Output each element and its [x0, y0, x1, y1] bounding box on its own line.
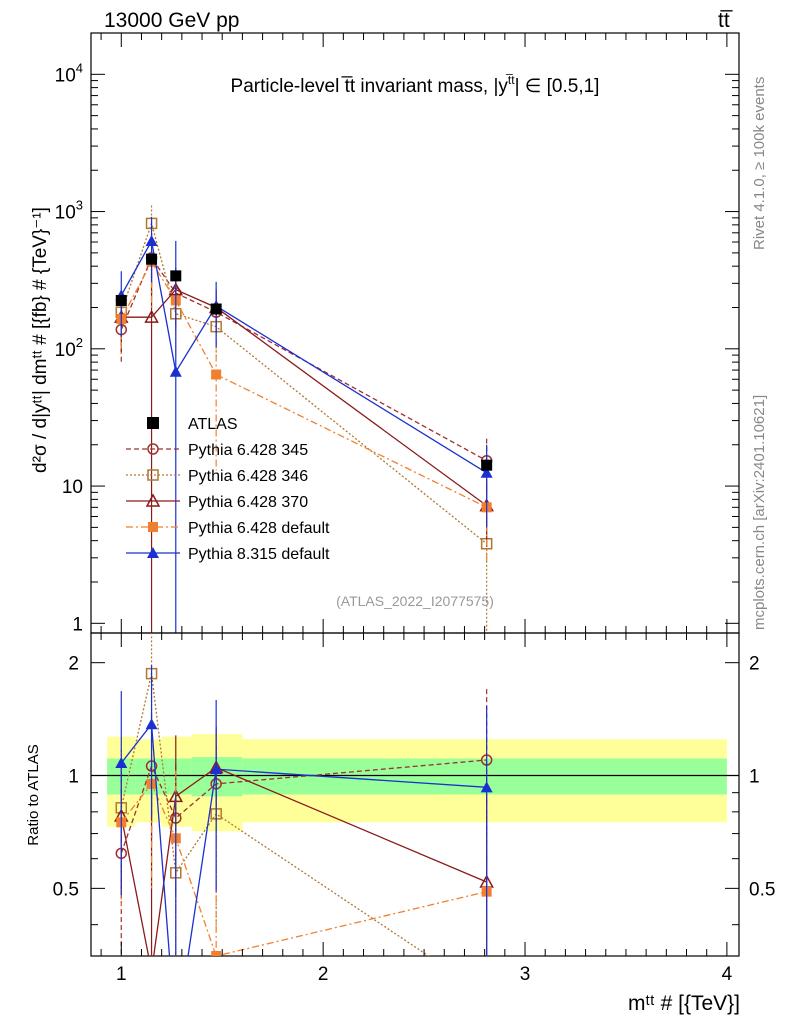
ratio-tick-label-left: 2 — [68, 654, 79, 675]
data-marker — [210, 303, 222, 315]
legend-item: ATLAS — [147, 416, 238, 433]
legend-label: Pythia 6.428 default — [188, 520, 330, 537]
x-tick-label: 4 — [722, 964, 733, 985]
x-axis-tick-labels: 1 2 3 4 — [116, 964, 733, 985]
data-marker — [146, 253, 158, 265]
side-rivet-label: Rivet 4.1.0, ≥ 100k events — [751, 77, 768, 250]
x-tick-label: 2 — [318, 964, 329, 985]
data-marker — [211, 369, 222, 380]
data-marker — [480, 466, 493, 478]
data-marker — [147, 417, 159, 429]
plot-title-tail: | ∈ [0.5,1] — [515, 76, 600, 97]
ratio-plot-area — [91, 633, 739, 1000]
ratio-panel: 0.5 0.5 1 1 2 2 Ratio to ATLAS — [25, 632, 775, 1000]
x-tick-label: 3 — [520, 964, 531, 985]
data-marker — [115, 294, 127, 306]
y-tick-label: 103 — [55, 198, 83, 224]
data-marker — [169, 365, 182, 377]
data-marker — [147, 469, 159, 481]
ratio-tick-label-right: 0.5 — [749, 879, 775, 900]
data-marker — [147, 547, 159, 558]
data-marker — [115, 756, 128, 768]
header-right: tt̅ — [718, 9, 734, 32]
ratio-frame — [90, 632, 740, 957]
main-frame — [90, 32, 740, 634]
y-tick-label-exp: 2 — [76, 335, 83, 350]
data-marker — [145, 235, 158, 247]
y-tick-label-base: 10 — [55, 65, 76, 86]
ratio-series-line — [120, 722, 487, 956]
main-plot-area — [114, 205, 494, 633]
legend-label: ATLAS — [188, 416, 238, 433]
legend-item: Pythia 8.315 default — [126, 546, 330, 563]
data-marker — [211, 951, 222, 956]
analysis-watermark: (ATLAS_2022_I2077575) — [336, 593, 494, 609]
x-axis-label: mᵗᵗ # [{TeV}] — [628, 992, 740, 1015]
y-tick-label-exp: 3 — [76, 198, 83, 213]
ratio-axes: 0.5 0.5 1 1 2 2 — [53, 633, 775, 956]
legend-label: Pythia 6.428 370 — [188, 494, 308, 511]
plot-title: Particle-level t̅t invariant mass, |yt̅t… — [231, 73, 600, 97]
series-pythia-6-428-default — [116, 235, 492, 562]
y-tick-label: 1 — [72, 614, 83, 635]
ratio-y-axis-label: Ratio to ATLAS — [25, 744, 42, 845]
legend-item: Pythia 6.428 345 — [126, 442, 308, 459]
y-tick-label-exp: 4 — [76, 60, 83, 75]
y-tick-label: 104 — [55, 60, 83, 86]
legend-item: Pythia 6.428 346 — [126, 468, 308, 485]
data-marker — [170, 270, 182, 282]
data-marker — [148, 522, 158, 532]
legend-item: Pythia 6.428 370 — [126, 493, 308, 511]
y-axis-label: d²σ / d|yᵗᵗ| dmᵗᵗ # [{fb} # {TeV}⁻¹] — [30, 207, 51, 473]
ratio-tick-label-left: 0.5 — [53, 879, 79, 900]
side-mcplots-label: mcplots.cern.ch [arXiv:2401.10621] — [751, 395, 768, 630]
data-marker — [480, 781, 493, 793]
data-marker — [146, 966, 158, 977]
series-atlas — [115, 253, 493, 471]
legend-item: Pythia 6.428 default — [126, 520, 330, 537]
data-marker — [481, 459, 493, 471]
y-tick-label-base: 10 — [55, 340, 76, 361]
plot-title-sup: t̅t — [505, 73, 515, 87]
legend: ATLAS Pythia 6.428 345 Pythia 6.428 346 Pyt… — [126, 416, 330, 563]
legend-label: Pythia 6.428 346 — [188, 468, 308, 485]
ratio-tick-label-right: 1 — [749, 767, 760, 788]
data-marker — [147, 443, 159, 455]
data-marker — [144, 309, 159, 323]
plot-title-main: Particle-level t̅t invariant mass, |y — [231, 76, 509, 97]
series-line — [120, 221, 488, 545]
data-marker — [482, 990, 492, 1000]
data-marker — [210, 763, 223, 775]
x-tick-label: 1 — [116, 964, 127, 985]
data-marker — [145, 493, 161, 507]
legend-label: Pythia 6.428 345 — [188, 442, 308, 459]
y-tick-label-base: 10 — [55, 203, 76, 224]
y-tick-label: 10 — [62, 477, 83, 498]
ratio-tick-label-right: 2 — [749, 654, 760, 675]
y-tick-label: 102 — [55, 335, 83, 361]
ratio-series-pythia-8-315-default — [115, 665, 493, 956]
legend-label: Pythia 8.315 default — [188, 546, 330, 563]
header-left: 13000 GeV pp — [104, 9, 239, 32]
data-marker — [145, 718, 158, 730]
ratio-tick-label-left: 1 — [68, 767, 79, 788]
